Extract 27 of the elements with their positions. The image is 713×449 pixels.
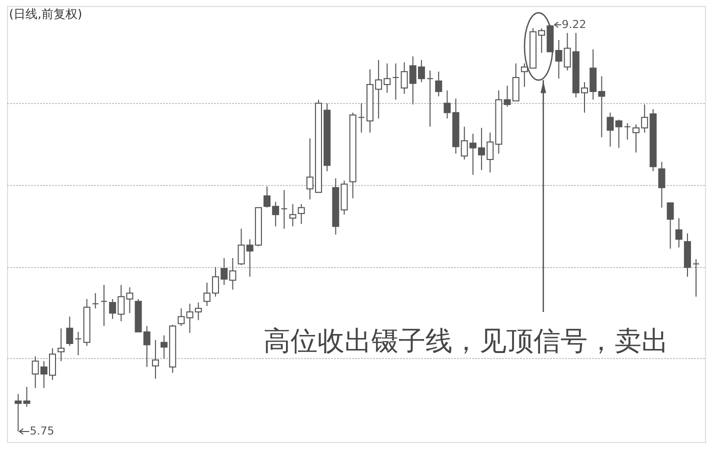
candlestick [426, 70, 434, 128]
candlestick [280, 190, 288, 230]
candlestick [658, 161, 666, 208]
chart-title: (日线,前复权) [9, 7, 82, 21]
candlestick [100, 284, 108, 326]
candlestick [624, 122, 631, 140]
candlestick [358, 102, 365, 134]
candlestick [58, 328, 65, 362]
candlestick [392, 62, 400, 100]
annotation: 9.22 [562, 18, 586, 31]
candlestick [606, 112, 614, 148]
candlestick [92, 292, 99, 309]
candlestick [23, 386, 30, 408]
candlestick [675, 218, 682, 248]
annotation: 高位收出镊子线，见顶信号，卖出 [264, 326, 668, 357]
candlestick [74, 331, 82, 356]
candlestick [435, 71, 442, 97]
candlestick [289, 204, 296, 227]
candlestick [298, 204, 305, 224]
candlestick [66, 316, 74, 346]
candlestick [692, 258, 700, 298]
candlestick [444, 90, 451, 120]
candlestick [152, 340, 159, 380]
candlestick [178, 308, 185, 326]
annotation: 5.75 [30, 424, 54, 438]
candlestick [615, 119, 622, 148]
candlestick [666, 202, 674, 250]
